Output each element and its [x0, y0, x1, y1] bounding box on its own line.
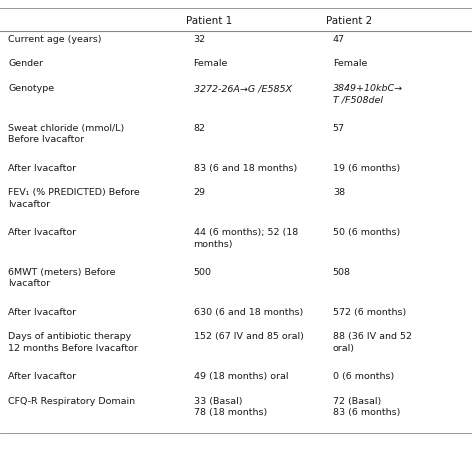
- Text: 152 (67 IV and 85 oral): 152 (67 IV and 85 oral): [194, 331, 303, 341]
- Text: 83 (6 and 18 months): 83 (6 and 18 months): [194, 163, 297, 172]
- Text: 32: 32: [194, 35, 206, 44]
- Text: Gender: Gender: [8, 60, 43, 69]
- Text: CFQ-R Respiratory Domain: CFQ-R Respiratory Domain: [8, 396, 135, 405]
- Text: Days of antibiotic therapy
12 months Before Ivacaftor: Days of antibiotic therapy 12 months Bef…: [8, 331, 138, 352]
- Text: 500: 500: [194, 267, 211, 276]
- Text: 38: 38: [333, 188, 345, 197]
- Text: 47: 47: [333, 35, 345, 44]
- Text: Patient 1: Patient 1: [186, 15, 233, 26]
- Text: Female: Female: [194, 60, 228, 69]
- Text: Female: Female: [333, 60, 367, 69]
- Text: 508: 508: [333, 267, 351, 276]
- Text: 3849+10kbC→
T /F508del: 3849+10kbC→ T /F508del: [333, 84, 403, 104]
- Text: Genotype: Genotype: [8, 84, 55, 93]
- Text: 88 (36 IV and 52
oral): 88 (36 IV and 52 oral): [333, 331, 412, 352]
- Text: 6MWT (meters) Before
Ivacaftor: 6MWT (meters) Before Ivacaftor: [8, 267, 116, 288]
- Text: 57: 57: [333, 124, 345, 133]
- Text: After Ivacaftor: After Ivacaftor: [8, 163, 76, 172]
- Text: 44 (6 months); 52 (18
months): 44 (6 months); 52 (18 months): [194, 228, 298, 248]
- Text: 29: 29: [194, 188, 205, 197]
- Text: 0 (6 months): 0 (6 months): [333, 371, 394, 380]
- Text: FEV₁ (% PREDICTED) Before
Ivacaftor: FEV₁ (% PREDICTED) Before Ivacaftor: [8, 188, 140, 208]
- Text: After Ivacaftor: After Ivacaftor: [8, 371, 76, 380]
- Text: 572 (6 months): 572 (6 months): [333, 307, 406, 316]
- Text: 3272-26A→G /E585X: 3272-26A→G /E585X: [194, 84, 292, 93]
- Text: Sweat chloride (mmol/L)
Before Ivacaftor: Sweat chloride (mmol/L) Before Ivacaftor: [8, 124, 125, 144]
- Text: 49 (18 months) oral: 49 (18 months) oral: [194, 371, 288, 380]
- Text: After Ivacaftor: After Ivacaftor: [8, 228, 76, 237]
- Text: 33 (Basal)
78 (18 months): 33 (Basal) 78 (18 months): [194, 396, 267, 416]
- Text: 50 (6 months): 50 (6 months): [333, 228, 400, 237]
- Text: 72 (Basal)
83 (6 months): 72 (Basal) 83 (6 months): [333, 396, 400, 416]
- Text: 19 (6 months): 19 (6 months): [333, 163, 400, 172]
- Text: Patient 2: Patient 2: [326, 15, 372, 26]
- Text: 630 (6 and 18 months): 630 (6 and 18 months): [194, 307, 303, 316]
- Text: Current age (years): Current age (years): [8, 35, 102, 44]
- Text: After Ivacaftor: After Ivacaftor: [8, 307, 76, 316]
- Text: 82: 82: [194, 124, 205, 133]
